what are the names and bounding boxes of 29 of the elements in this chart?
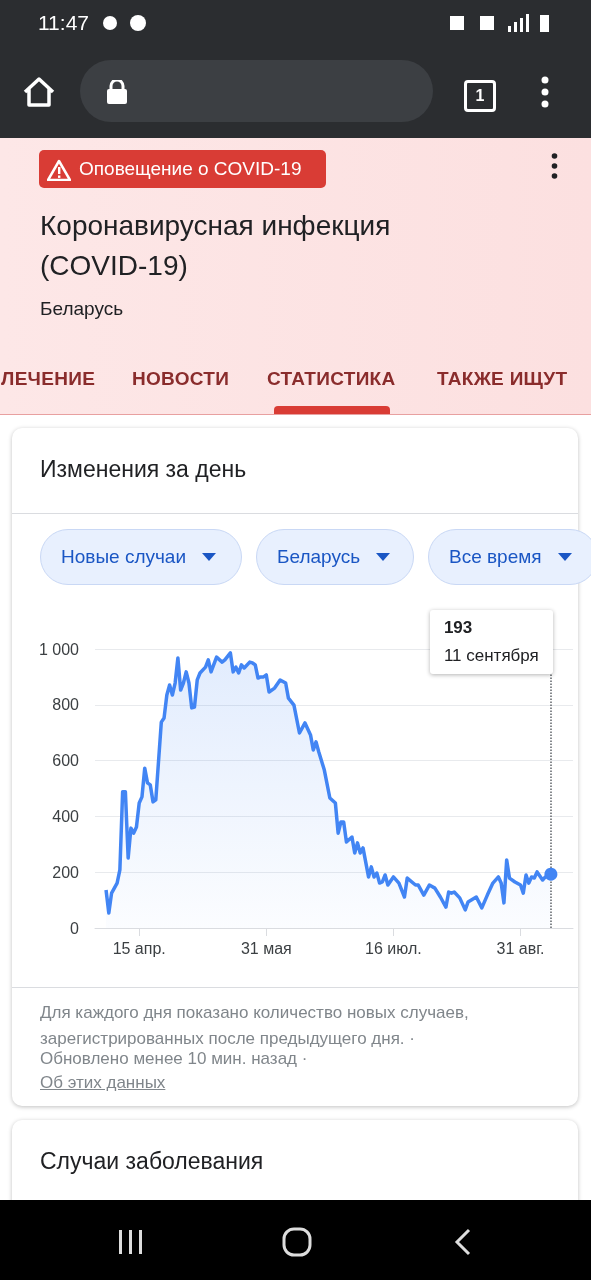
text: Все время	[449, 546, 542, 568]
chart-title: Изменения за день	[40, 456, 247, 483]
y-tick-label: 1 000	[38, 640, 80, 658]
text: Беларусь	[277, 546, 361, 568]
text: ЛЕЧЕНИЕ	[1, 368, 96, 390]
text: НОВОСТИ	[132, 368, 230, 390]
text: 193	[443, 618, 474, 638]
y-tick-label: 0	[70, 919, 80, 937]
text: Обновлено менее 10 мин. назад ·	[40, 1049, 308, 1068]
text: 11:47	[38, 11, 89, 35]
text: Новые случаи	[61, 546, 187, 568]
y-tick-label: 800	[52, 696, 80, 714]
y-tick-label: 400	[52, 807, 80, 825]
text: Об этих данных	[40, 1072, 166, 1094]
text: Коронавирусная инфекция (COVID-19)	[40, 209, 392, 283]
text: СТАТИСТИКА	[267, 368, 396, 390]
y-tick-label: 200	[52, 863, 80, 881]
text: 1	[464, 80, 496, 112]
x-tick-label: 15 апр.	[112, 939, 166, 957]
x-tick-label: 31 авг.	[496, 939, 545, 957]
text: Случаи заболевания	[40, 1148, 264, 1175]
x-tick-label: 16 июл.	[365, 939, 422, 957]
text: ТАКЖЕ ИЩУТ	[437, 368, 568, 390]
annotation: 11 сентября	[443, 646, 539, 666]
text: Оповещение о COVID-19	[79, 158, 302, 180]
text: Беларусь	[40, 298, 124, 320]
y-tick-label: 600	[52, 752, 80, 770]
text: Для каждого дня показано количество новых случаев, зарегистрированных после предыдущего дня. ·	[40, 1003, 469, 1048]
x-tick-label: 31 мая	[240, 939, 292, 957]
